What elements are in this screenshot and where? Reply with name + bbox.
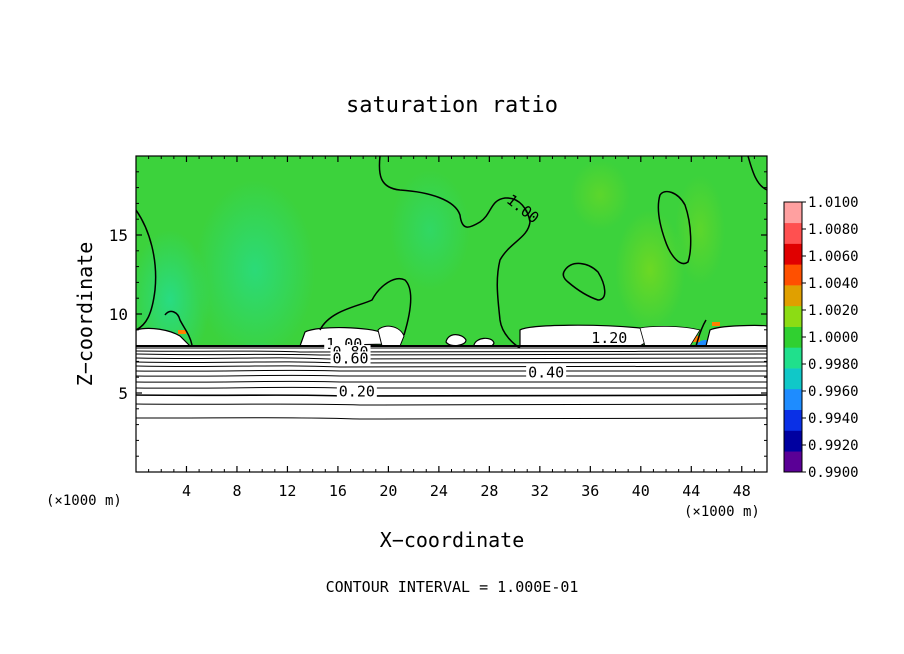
x-tick-label: 36 [581, 482, 599, 500]
colorbar-label: 1.0080 [808, 222, 859, 238]
cloud-blob [377, 325, 405, 347]
x-tick-label: 48 [733, 482, 751, 500]
y-axis: 5 10 15 [109, 171, 767, 457]
x-tick-label: 40 [632, 482, 650, 500]
colorbar-label: 0.9920 [808, 438, 859, 454]
colorbar-label: 0.9900 [808, 465, 859, 481]
x-tick-label: 4 [182, 482, 191, 500]
field-hotspot [178, 330, 186, 334]
contour-label-bg [526, 365, 567, 380]
colorbar-label: 1.0000 [808, 330, 859, 346]
colorbar-swatch [784, 451, 802, 473]
colorbar-swatch [784, 202, 802, 224]
cloud-blob [136, 327, 192, 347]
x-tick-label: 8 [232, 482, 241, 500]
colorbar-label: 0.9980 [808, 357, 859, 373]
contour-label: 0.40 [528, 364, 564, 382]
colorbar-label: 0.9960 [808, 384, 859, 400]
x-tick-label: 32 [531, 482, 549, 500]
colorbar-swatch [784, 368, 802, 390]
contour-interval-note: CONTOUR INTERVAL = 1.000E-01 [326, 578, 579, 596]
y-axis-title: Z−coordinate [73, 242, 97, 387]
field-hotspot [712, 322, 720, 326]
heatmap-field [136, 156, 767, 472]
field-shade-teal [390, 170, 470, 290]
x-tick-label: 20 [379, 482, 397, 500]
colorbar: 1.0100 1.0080 1.0060 1.0040 1.0020 1.0000 0.99… [783, 195, 859, 481]
x-tick-label: 28 [480, 482, 498, 500]
colorbar-label: 1.0040 [808, 276, 859, 292]
y-tick-label: 5 [118, 384, 128, 403]
colorbar-label: 1.0060 [808, 249, 859, 265]
x-tick-label: 12 [278, 482, 296, 500]
chart-title: saturation ratio [346, 93, 558, 118]
contour-lines-stratified [136, 347, 767, 420]
colorbar-label: 0.9940 [808, 411, 859, 427]
x-tick-label: 24 [430, 482, 448, 500]
colorbar-swatch [784, 388, 802, 410]
colorbar-swatch [784, 285, 802, 307]
x-unit-right: (×1000 m) [684, 504, 760, 520]
field-shade-lime [675, 175, 725, 285]
contour-label-bg [336, 384, 377, 399]
colorbar-swatch [784, 347, 802, 369]
y-tick-label: 15 [109, 226, 128, 245]
y-tick-label: 10 [109, 305, 128, 324]
cloud-blob [705, 324, 767, 347]
x-axis-title: X−coordinate [380, 528, 525, 552]
x-unit-left: (×1000 m) [46, 493, 122, 509]
x-tick-label: 16 [329, 482, 347, 500]
colorbar-label: 1.0100 [808, 195, 859, 211]
contour-label: 1.20 [591, 329, 627, 347]
contour-label: 0.60 [332, 349, 368, 367]
contour-lines-upper [136, 156, 767, 349]
colorbar-swatch [784, 222, 802, 244]
colorbar-swatch [784, 305, 802, 327]
colorbar-swatch [784, 264, 802, 286]
colorbar-swatch [784, 243, 802, 265]
cloud-blob [639, 325, 701, 347]
field-shade-lime [615, 210, 685, 330]
dry-layer [136, 346, 767, 472]
colorbar-swatch [784, 430, 802, 452]
x-tick-label: 44 [682, 482, 700, 500]
cloud-blob [519, 324, 662, 347]
colorbar-label: 1.0020 [808, 303, 859, 319]
contour-label-bg [330, 351, 371, 366]
cloud-blob [445, 334, 467, 347]
x-axis: 4 8 12 16 20 24 28 32 36 40 44 48 [148, 156, 755, 500]
field-shade-lime [570, 160, 630, 230]
colorbar-swatch [784, 326, 802, 348]
field-hotspot [692, 336, 700, 342]
contour-label: 0.20 [339, 383, 375, 401]
colorbar-swatch [784, 409, 802, 431]
